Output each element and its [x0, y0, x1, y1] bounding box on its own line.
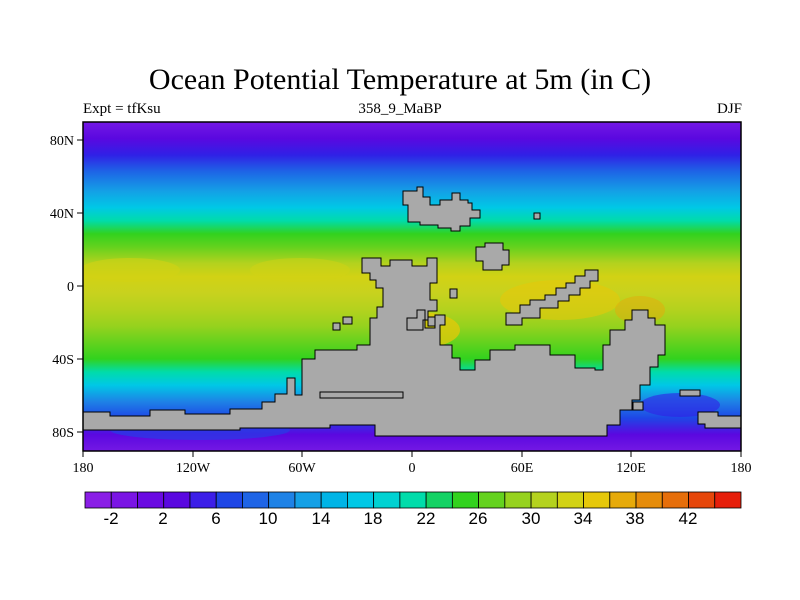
- colorbar-box: [320, 491, 348, 509]
- colorbar-box: [294, 491, 322, 509]
- colorbar-box: [583, 491, 611, 509]
- colorbar-box: [373, 491, 401, 509]
- colorbar-box: [215, 491, 243, 509]
- colorbar-box: [530, 491, 558, 509]
- lat-label-80s: 80S: [52, 426, 74, 441]
- lon-label-120e: 120E: [616, 461, 646, 476]
- colorbar-label: 10: [259, 509, 278, 528]
- lon-label-0: 0: [409, 461, 416, 476]
- longitude-ticks: [82, 451, 742, 457]
- cool-patch: [640, 393, 720, 417]
- colorbar-label: 2: [158, 509, 167, 528]
- experiment-label: Expt = tfKsu: [83, 101, 161, 117]
- coastal-islet: [679, 389, 701, 397]
- colorbar-label: 14: [312, 509, 331, 528]
- colorbar-box: [346, 491, 375, 509]
- latitude-ticks: [77, 139, 83, 433]
- colorbar-label: 38: [626, 509, 645, 528]
- small-islet: [533, 212, 541, 220]
- colorbar-box: [451, 491, 479, 509]
- season-label: DJF: [716, 101, 742, 117]
- coastal-islet: [319, 391, 404, 399]
- colorbar-labels: -2 2 6 10 14 18 22 26 30 34 38 42: [103, 509, 697, 528]
- colorbar-box: [478, 491, 506, 509]
- lon-label-60e: 60E: [511, 461, 534, 476]
- lat-label-40n: 40N: [50, 207, 74, 222]
- southern-supercontinent: [82, 257, 666, 437]
- lon-label-180e: 180: [731, 461, 752, 476]
- period-label: 358_9_MaBP: [358, 101, 442, 117]
- colorbar-label: 42: [679, 509, 698, 528]
- small-islet: [449, 288, 458, 299]
- eastern-peninsula: [505, 269, 599, 326]
- lon-label-180w: 180: [73, 461, 94, 476]
- colorbar: [84, 491, 742, 509]
- colorbar-label: 6: [211, 509, 220, 528]
- colorbar-box: [163, 491, 191, 509]
- colorbar-box: [242, 491, 270, 509]
- colorbar-box: [714, 491, 742, 509]
- lat-label-eq: 0: [67, 280, 74, 295]
- colorbar-label: 30: [522, 509, 541, 528]
- lon-label-120w: 120W: [176, 461, 211, 476]
- northern-continent: [402, 186, 481, 232]
- colorbar-box: [84, 491, 112, 509]
- colorbar-box: [504, 491, 532, 509]
- warm-patch: [250, 258, 350, 282]
- lon-label-60w: 60W: [288, 461, 316, 476]
- small-islet: [332, 322, 341, 331]
- colorbar-box: [661, 491, 689, 509]
- colorbar-box: [425, 491, 453, 509]
- colorbar-box: [556, 491, 584, 509]
- colorbar-box: [609, 491, 637, 509]
- lat-label-80n: 80N: [50, 134, 74, 149]
- lat-label-40s: 40S: [52, 353, 74, 368]
- eastern-island: [475, 242, 510, 271]
- colorbar-box: [399, 491, 427, 509]
- colorbar-box: [268, 491, 296, 509]
- colorbar-label: 18: [364, 509, 383, 528]
- colorbar-label: 34: [574, 509, 593, 528]
- colorbar-box: [635, 491, 663, 509]
- colorbar-label: -2: [103, 509, 118, 528]
- landmasses: [82, 186, 742, 437]
- colorbar-box: [688, 491, 716, 509]
- colorbar-label: 22: [417, 509, 436, 528]
- small-islet: [342, 316, 353, 325]
- warm-patch: [83, 258, 180, 282]
- coastal-islet: [632, 401, 644, 411]
- map-title: Ocean Potential Temperature at 5m (in C): [148, 63, 652, 96]
- colorbar-box: [189, 491, 217, 509]
- colorbar-label: 26: [469, 509, 488, 528]
- colorbar-box: [137, 491, 165, 509]
- colorbar-box: [110, 491, 138, 509]
